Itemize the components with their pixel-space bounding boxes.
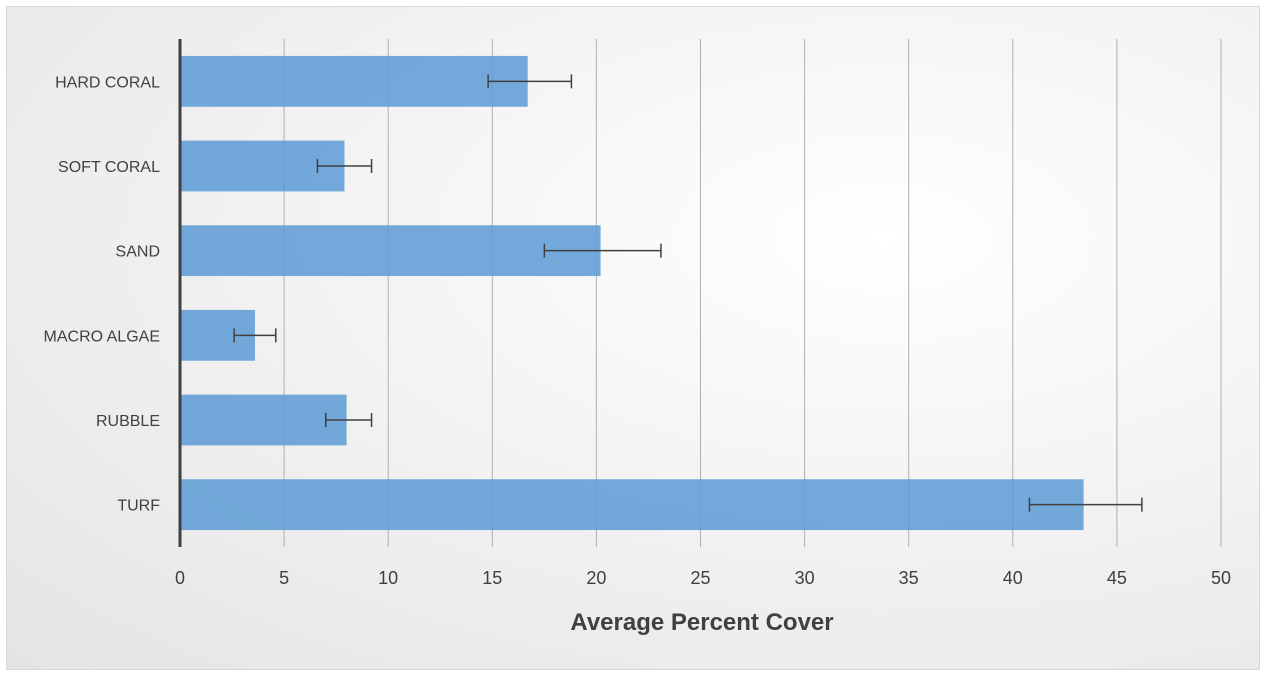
- error-bar-soft-coral: [316, 159, 373, 173]
- category-label-sand: SAND: [116, 244, 160, 261]
- bars: [180, 55, 1084, 531]
- error-bars: [233, 74, 1143, 512]
- error-bar-hard-coral: [487, 74, 573, 89]
- x-tick-label-45: 45: [1107, 568, 1127, 588]
- x-tick-label-5: 5: [279, 568, 289, 588]
- x-tick-label-15: 15: [482, 568, 502, 588]
- x-tick-label-40: 40: [1003, 568, 1023, 588]
- x-tick-label-25: 25: [690, 568, 710, 588]
- gridlines: [283, 39, 1222, 547]
- bar-turf: [180, 479, 1084, 531]
- x-tick-label-30: 30: [795, 568, 815, 588]
- category-label-macro-algae: MACRO ALGAE: [44, 328, 160, 345]
- x-axis-title: Average Percent Cover: [570, 609, 833, 636]
- category-label-soft-coral: SOFT CORAL: [58, 159, 160, 176]
- error-bar-rubble: [324, 413, 373, 427]
- error-bar-sand: [543, 243, 662, 258]
- bar-rubble: [180, 394, 347, 446]
- bar-sand: [180, 225, 601, 277]
- category-label-turf: TURF: [117, 498, 160, 515]
- category-label-hard-coral: HARD CORAL: [55, 74, 160, 91]
- x-tick-label-10: 10: [378, 568, 398, 588]
- x-tick-label-20: 20: [586, 568, 606, 588]
- labels: 0 5 10 15 20 25 30 35 40 45 50 HARD CORAL SOFT CORAL…: [44, 74, 1232, 588]
- category-label-rubble: RUBBLE: [96, 413, 160, 430]
- error-bar-macro-algae: [233, 328, 277, 343]
- chart-container: 0 5 10 15 20 25 30 35 40 45 50 HARD CORAL SOFT CORAL…: [6, 6, 1260, 670]
- x-tick-label-0: 0: [175, 568, 185, 588]
- bar-hard-coral: [180, 55, 528, 107]
- x-tick-label-50: 50: [1211, 568, 1231, 588]
- x-tick-label-35: 35: [899, 568, 919, 588]
- error-bar-turf: [1028, 497, 1143, 512]
- bar-chart: 0 5 10 15 20 25 30 35 40 45 50 HARD CORAL SOFT CORAL…: [44, 39, 1232, 636]
